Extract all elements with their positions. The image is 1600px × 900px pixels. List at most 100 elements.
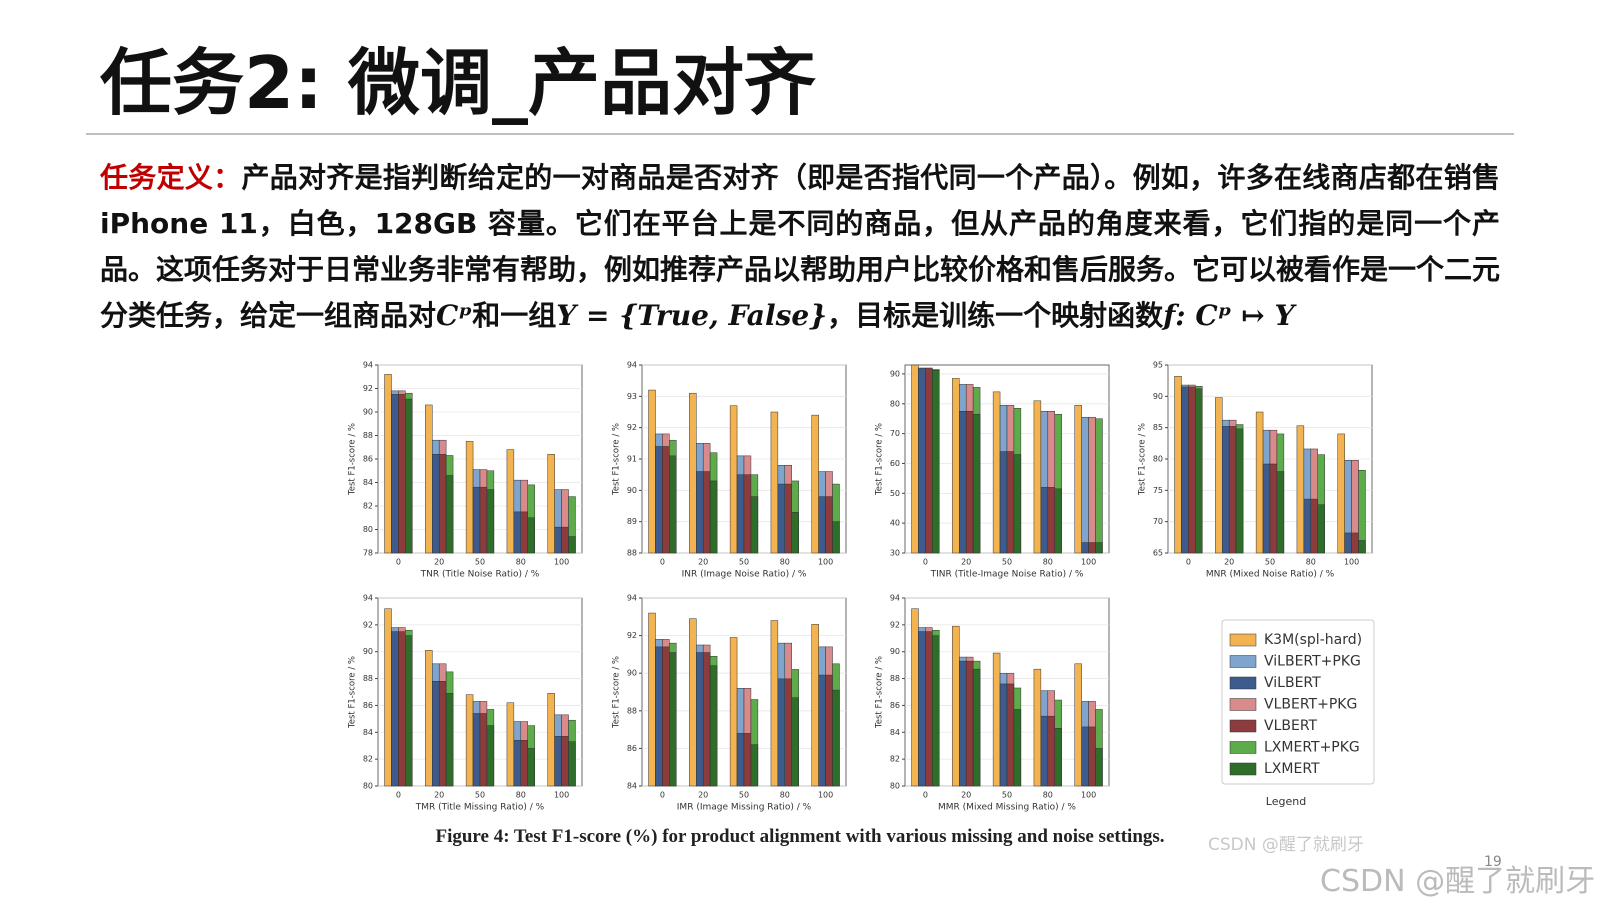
bar [925,368,933,554]
bar [959,411,967,554]
bar [696,471,704,554]
bar [1174,376,1182,554]
x-tick-label: 20 [961,558,971,567]
y-tick-label: 86 [627,744,637,753]
legend-label: ViLBERT+PKG [1264,654,1361,670]
legend-label: ViLBERT [1264,675,1321,691]
bar [709,665,718,787]
y-tick-label: 40 [890,519,900,528]
y-tick-label: 82 [890,755,900,764]
bar [568,741,576,787]
y-tick-label: 86 [363,701,373,710]
bar [1074,663,1082,787]
bar [1013,454,1022,554]
x-tick-label: 50 [1002,558,1012,567]
text: ，目标是训练一个映射函数 [827,299,1164,332]
y-tick-label: 94 [627,361,637,370]
legend-label: K3M(spl-hard) [1264,632,1362,648]
bar [952,378,960,554]
x-tick-label: 100 [554,791,569,800]
bar [1228,426,1237,554]
x-tick-label: 20 [434,791,444,800]
bar [911,608,919,787]
bar [506,702,515,787]
x-tick-label: 80 [780,791,790,800]
y-axis-label: Test F1-score / % [612,423,622,496]
bar [825,674,833,787]
y-axis-label: Test F1-score / % [875,423,885,496]
y-tick-label: 92 [363,620,373,629]
bar [479,713,488,787]
bar [784,678,792,787]
y-tick-label: 65 [1153,549,1163,558]
bar [506,449,515,554]
bar [1040,715,1049,787]
bar [811,624,819,787]
bar [709,480,718,554]
watermark: CSDN @醒了就刷牙 [1320,864,1596,899]
bar [818,496,826,554]
bar [1095,748,1103,787]
bar [818,674,826,787]
bar [486,489,495,554]
x-tick-label: 50 [475,558,485,567]
legend-label: VLBERT+PKG [1264,697,1357,713]
bar [1088,726,1096,787]
bar [777,483,786,554]
bar [472,486,481,554]
bar [425,650,433,787]
y-tick-label: 50 [890,489,900,498]
x-tick-label: 0 [660,791,665,800]
x-axis-label: MMR (Mixed Missing Ratio) / % [938,803,1076,813]
bar [1310,498,1318,554]
bar [1081,726,1089,787]
bar [479,486,488,554]
y-tick-label: 86 [890,701,900,710]
bar [784,483,792,554]
bar [554,736,562,787]
bar [1033,400,1042,554]
bar [1095,418,1103,554]
y-tick-label: 80 [1153,455,1163,464]
bar [648,389,656,554]
bar [832,689,840,787]
bar [932,635,940,787]
legend-label: LXMERT [1264,761,1320,777]
bar [1276,471,1285,554]
x-tick-label: 100 [554,558,569,567]
x-tick-label: 100 [818,791,833,800]
x-tick-label: 80 [1043,791,1053,800]
x-axis-label: INR (Image Noise Ratio) / % [682,570,807,580]
bar [465,694,474,787]
legend-label: VLBERT [1264,718,1318,734]
y-axis-label: Test F1-score / % [1138,423,1148,496]
bar [932,370,940,554]
y-tick-label: 92 [363,384,373,393]
bar [655,446,663,554]
y-tick-label: 75 [1153,486,1163,495]
y-tick-label: 90 [627,486,637,495]
legend-swatch [1229,762,1257,776]
bar [999,683,1008,787]
x-tick-label: 20 [698,558,708,567]
figure-caption: Figure 4: Test F1-score (%) for product … [435,826,1165,847]
bar [648,612,656,787]
x-tick-label: 80 [780,558,790,567]
y-tick-label: 94 [363,594,373,603]
bar [561,526,569,554]
bar [520,740,528,787]
y-tick-label: 84 [363,728,373,737]
bar [750,744,759,787]
bar [432,454,440,554]
y-tick-label: 82 [363,755,373,764]
bar [1047,715,1055,787]
x-tick-label: 0 [396,558,401,567]
math: Cᵖ [436,299,473,332]
x-tick-label: 0 [923,791,928,800]
bar [999,451,1008,554]
bar [1296,425,1305,554]
bar [965,660,974,787]
bar [911,364,919,554]
bar [972,668,981,787]
bar [1222,426,1230,554]
